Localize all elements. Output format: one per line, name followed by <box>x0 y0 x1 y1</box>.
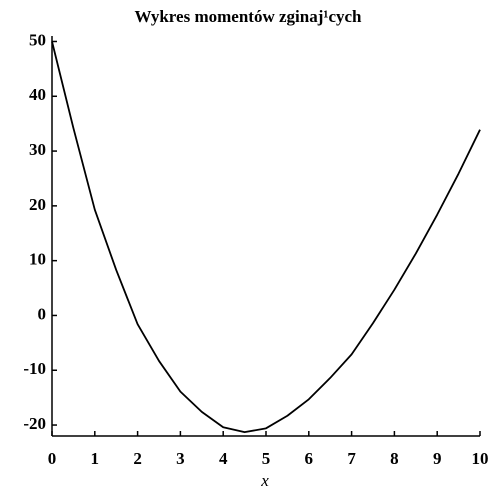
y-tick-label: 40 <box>29 85 46 104</box>
y-tick-label: 50 <box>29 30 46 49</box>
x-tick-label: 2 <box>133 449 142 468</box>
line <box>51 41 481 434</box>
x-tick-label: 10 <box>472 449 489 468</box>
y-tick-label: 30 <box>29 140 46 159</box>
x-tick-label: 0 <box>48 449 57 468</box>
x-axis-label: x <box>260 471 269 490</box>
x-tick-label: 9 <box>433 449 442 468</box>
x-tick-label: 6 <box>305 449 314 468</box>
x-tick-label: 3 <box>176 449 185 468</box>
x-tick-label: 4 <box>219 449 228 468</box>
y-tick-label: 10 <box>29 250 46 269</box>
chart-title: Wykres momentów zginaj¹cych <box>134 7 362 26</box>
x-tick-label: 1 <box>91 449 100 468</box>
y-tick-label: -20 <box>23 414 46 433</box>
y-tick-label: 20 <box>29 195 46 214</box>
y-tick-label: -10 <box>23 359 46 378</box>
x-tick-label: 7 <box>347 449 356 468</box>
y-tick-label: 0 <box>38 304 47 323</box>
x-tick-label: 5 <box>262 449 271 468</box>
x-tick-label: 8 <box>390 449 399 468</box>
